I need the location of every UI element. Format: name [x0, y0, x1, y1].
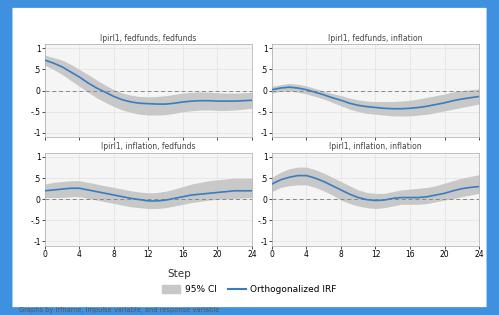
Title: lpirl1, fedfunds, inflation: lpirl1, fedfunds, inflation — [328, 34, 423, 43]
FancyBboxPatch shape — [12, 8, 487, 307]
Title: lpirl1, inflation, inflation: lpirl1, inflation, inflation — [329, 142, 422, 151]
Text: Step: Step — [168, 269, 192, 279]
Text: Graphs by irfname, impulse variable, and response variable: Graphs by irfname, impulse variable, and… — [19, 307, 220, 313]
Title: lpirl1, inflation, fedfunds: lpirl1, inflation, fedfunds — [101, 142, 196, 151]
Title: lpirl1, fedfunds, fedfunds: lpirl1, fedfunds, fedfunds — [100, 34, 197, 43]
Legend: 95% CI, Orthogonalized IRF: 95% CI, Orthogonalized IRF — [159, 282, 340, 298]
